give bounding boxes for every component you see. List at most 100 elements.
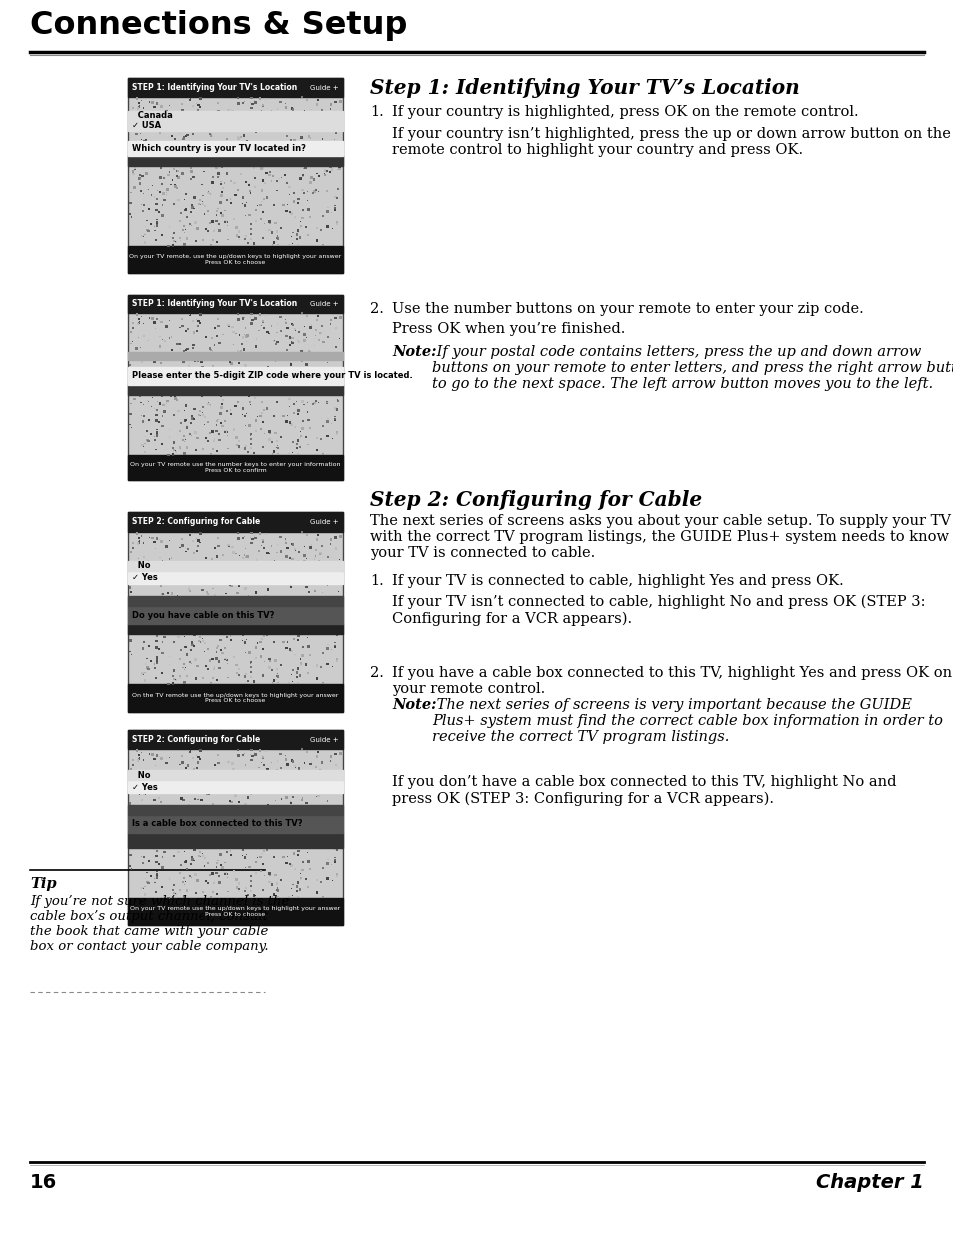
Point [220, 439, 235, 459]
Point [172, 438, 187, 458]
Point [197, 634, 213, 653]
Point [214, 810, 230, 830]
Point [231, 126, 246, 146]
Point [242, 181, 257, 201]
Point [309, 231, 324, 250]
Point [228, 134, 243, 154]
Point [195, 668, 211, 688]
Point [254, 833, 270, 853]
Point [249, 583, 264, 603]
Point [147, 790, 162, 810]
Point [276, 802, 292, 822]
Point [255, 880, 271, 900]
Point [237, 206, 253, 226]
Point [294, 832, 310, 852]
Point [228, 347, 243, 367]
Point [292, 666, 307, 686]
Point [255, 228, 271, 248]
Point [293, 820, 308, 839]
Point [198, 218, 213, 238]
Point [228, 837, 243, 857]
Point [300, 636, 315, 656]
Point [215, 546, 231, 565]
Point [129, 591, 144, 611]
Point [264, 593, 279, 613]
Point [129, 807, 144, 827]
Point [270, 444, 285, 464]
Point [210, 853, 225, 873]
Point [316, 816, 332, 836]
Point [278, 639, 294, 658]
Text: Step 2: Configuring for Cable: Step 2: Configuring for Cable [370, 490, 701, 510]
Point [186, 748, 201, 768]
Point [199, 799, 214, 818]
Point [171, 167, 186, 187]
Point [209, 857, 224, 877]
Point [154, 312, 170, 332]
Point [274, 195, 290, 215]
Point [228, 760, 243, 780]
Point [230, 180, 245, 200]
Point [164, 584, 179, 604]
Point [211, 198, 226, 218]
Point [229, 878, 244, 898]
Point [308, 763, 323, 782]
Point [236, 761, 252, 781]
Point [152, 167, 168, 187]
Point [290, 672, 305, 692]
Point [257, 825, 273, 844]
Point [298, 578, 314, 598]
Point [264, 171, 279, 191]
Point [229, 869, 244, 889]
Point [184, 374, 199, 394]
Point [159, 182, 174, 202]
Point [191, 311, 206, 331]
Point [244, 314, 259, 334]
Point [261, 657, 276, 677]
Point [207, 362, 222, 382]
Point [290, 229, 305, 249]
Point [237, 103, 253, 123]
Point [219, 164, 234, 184]
Point [327, 409, 342, 429]
Point [296, 110, 312, 130]
Point [238, 384, 253, 404]
Point [219, 402, 234, 422]
Point [210, 201, 225, 221]
Point [236, 744, 252, 764]
Point [222, 352, 237, 372]
Point [229, 226, 244, 246]
Point [211, 376, 226, 396]
Point [295, 595, 311, 615]
Point [307, 358, 322, 378]
Point [315, 150, 331, 170]
Bar [128, 384, 343, 396]
Point [155, 836, 171, 856]
Point [147, 574, 162, 594]
Point [270, 806, 285, 826]
Point [278, 312, 294, 332]
Point [269, 119, 284, 139]
Point [222, 139, 237, 159]
Point [172, 231, 188, 250]
Point [183, 525, 198, 544]
Point [292, 879, 307, 899]
Point [172, 538, 188, 558]
Point [125, 533, 140, 553]
Point [273, 758, 288, 777]
Point [240, 362, 255, 382]
Point [311, 618, 326, 637]
Point [195, 838, 211, 858]
Point [231, 221, 246, 241]
Point [285, 222, 300, 242]
Point [228, 185, 243, 205]
Point [147, 312, 162, 332]
Point [295, 807, 311, 827]
Point [244, 523, 259, 543]
Point [259, 625, 274, 645]
Point [266, 405, 281, 425]
Point [327, 343, 342, 363]
Text: Note:: Note: [392, 345, 436, 360]
Point [228, 786, 243, 806]
Point [177, 626, 193, 646]
